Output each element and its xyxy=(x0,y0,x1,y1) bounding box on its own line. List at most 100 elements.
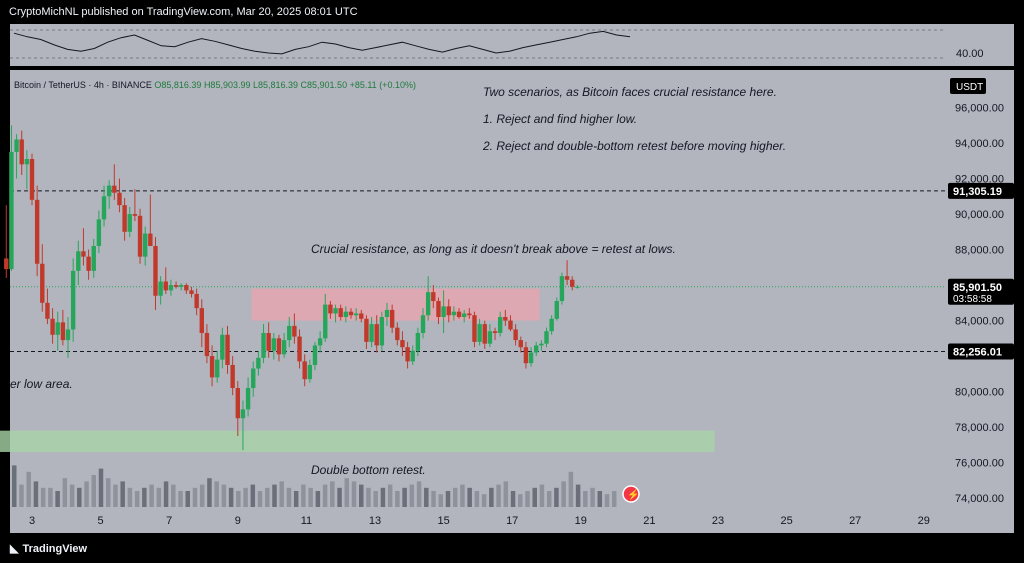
oscillator-level-label: 40.00 xyxy=(956,48,984,60)
annotation-scenarios: Two scenarios, as Bitcoin faces crucial … xyxy=(483,85,777,99)
candle xyxy=(34,199,40,264)
candle xyxy=(271,338,277,351)
candle xyxy=(477,324,482,342)
candle xyxy=(539,343,544,346)
candle xyxy=(497,317,503,333)
candle xyxy=(564,276,570,280)
annotations: Bitcoin / TetherUS · 4h · BINANCE O85,81… xyxy=(10,80,786,503)
symbol-header: Bitcoin / TetherUS · 4h · BINANCE O85,81… xyxy=(14,80,416,90)
lightning-glyph: ⚡ xyxy=(627,488,639,501)
volume-bar xyxy=(33,481,39,507)
volume-bar xyxy=(402,487,407,507)
tradingview-brand[interactable]: ◣ TradingView xyxy=(10,542,87,555)
candle xyxy=(384,309,390,318)
ohlc-high: H85,903.99 xyxy=(204,80,253,90)
candle xyxy=(348,311,354,316)
candle xyxy=(503,317,508,321)
candle xyxy=(518,340,523,348)
candle xyxy=(400,340,405,348)
x-tick-label: 19 xyxy=(575,515,587,527)
volume-bar xyxy=(525,491,530,507)
candle xyxy=(9,151,14,270)
x-tick-label: 27 xyxy=(849,515,861,527)
candle xyxy=(446,306,451,316)
volume-bar xyxy=(431,491,436,507)
candle xyxy=(153,246,158,296)
candle xyxy=(189,290,194,294)
symbol-name: Bitcoin / TetherUS · 4h · BINANCE xyxy=(14,80,154,90)
candle xyxy=(14,139,19,152)
volume-bar xyxy=(489,487,494,507)
candle xyxy=(513,329,518,341)
candle xyxy=(554,301,559,319)
volume-bar xyxy=(518,494,523,507)
candle xyxy=(184,285,189,291)
candle xyxy=(220,334,225,360)
candles xyxy=(4,125,580,451)
candle xyxy=(199,308,204,333)
volume-bar xyxy=(48,487,53,507)
candle xyxy=(24,159,30,165)
candle xyxy=(256,357,261,369)
volume-bar xyxy=(344,478,350,507)
volume-bar xyxy=(467,487,472,507)
candle xyxy=(307,364,313,380)
candle xyxy=(96,219,102,246)
candle xyxy=(570,279,575,287)
y-tick-label: 90,000.00 xyxy=(955,209,1004,221)
candle xyxy=(209,356,215,378)
candle xyxy=(482,324,487,344)
volume-bar xyxy=(409,484,415,507)
candle xyxy=(4,258,9,270)
price-axis[interactable]: USDT 96,000.00 94,000.00 92,000.00 90,000.00… xyxy=(946,70,1014,510)
publish-header: CryptoMichNL published on TradingView.co… xyxy=(0,0,1024,24)
oscillator-pane: 40.00 xyxy=(10,24,1014,66)
candle xyxy=(544,331,549,344)
candle xyxy=(276,338,282,355)
volume-bar xyxy=(330,481,335,507)
candle xyxy=(179,285,184,287)
price-label-bg xyxy=(948,343,1014,360)
x-tick-label: 9 xyxy=(235,515,241,527)
price-label: 85,901.50 xyxy=(953,282,1002,294)
volume-bar xyxy=(510,491,516,507)
candle xyxy=(343,311,349,318)
candle xyxy=(65,329,71,341)
volume-bar xyxy=(69,484,75,507)
candle xyxy=(230,364,235,389)
volume-bar xyxy=(301,484,306,507)
publisher-text: CryptoMichNL published on TradingView.co… xyxy=(9,6,358,18)
candle xyxy=(266,333,271,351)
x-tick-label: 13 xyxy=(369,515,381,527)
volume-bar xyxy=(19,484,24,507)
candle xyxy=(467,313,472,316)
time-axis[interactable]: 3 5 7 9 11 13 15 17 19 21 23 25 27 29 xyxy=(10,510,1014,533)
candle xyxy=(101,196,107,220)
volume-bar xyxy=(366,487,371,507)
candle xyxy=(76,251,81,271)
oscillator-background xyxy=(10,24,946,66)
candle xyxy=(245,388,251,410)
volume-bar xyxy=(98,468,104,507)
candle xyxy=(323,304,328,339)
footer: ◣ TradingView xyxy=(0,533,1024,563)
annotation-low-area: er low area. xyxy=(10,377,73,391)
volume-bar xyxy=(207,478,212,507)
candle xyxy=(364,318,369,342)
candle xyxy=(317,338,323,346)
candle xyxy=(487,331,493,344)
candle xyxy=(312,345,318,365)
candle xyxy=(29,159,35,200)
volume-bar xyxy=(156,487,162,507)
x-tick-label: 7 xyxy=(166,515,172,527)
x-tick-label: 3 xyxy=(29,515,35,527)
volume-bar xyxy=(539,484,545,507)
volume-bar xyxy=(351,481,357,507)
support-zone xyxy=(0,430,715,452)
x-tick-label: 15 xyxy=(437,515,449,527)
volume-bars xyxy=(12,465,617,507)
volume-bar xyxy=(12,465,17,507)
volume-bar xyxy=(228,487,234,507)
price-pane[interactable] xyxy=(0,70,946,510)
